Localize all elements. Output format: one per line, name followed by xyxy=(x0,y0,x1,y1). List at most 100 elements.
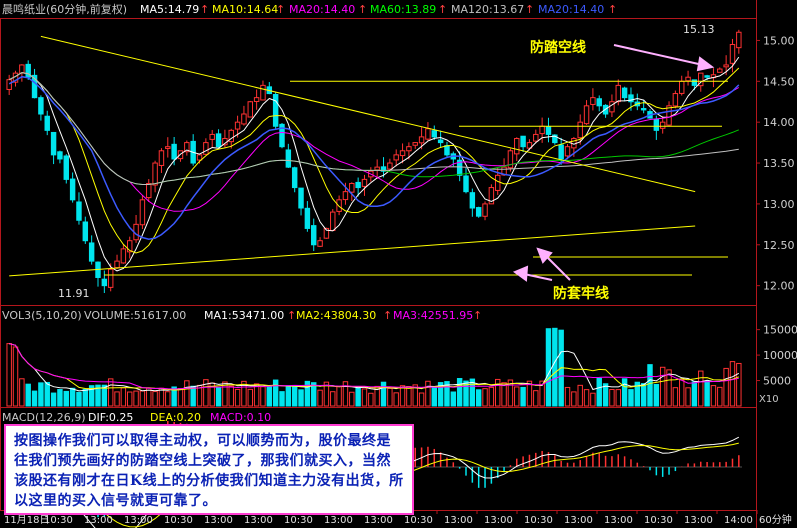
volume-bar xyxy=(95,384,101,407)
vol-volume: VOLUME:51617.00 xyxy=(84,309,186,322)
price-tick-label: 12.50 xyxy=(763,239,795,252)
candle-body xyxy=(723,64,729,68)
volume-bar xyxy=(679,379,685,407)
candle-body xyxy=(101,278,108,287)
vol-ma3: MA3:42551.95 xyxy=(393,309,473,322)
volume-bar xyxy=(672,387,679,407)
volume-bar xyxy=(533,390,539,407)
volume-bar xyxy=(291,386,298,407)
price-tick-label: 14.50 xyxy=(763,75,795,88)
volume-bar xyxy=(571,391,577,407)
candle-body xyxy=(285,149,292,168)
time-tick-label: 10:30 xyxy=(524,515,553,526)
candle-body xyxy=(165,146,171,149)
candle-body xyxy=(628,94,634,103)
volume-bar xyxy=(425,380,431,407)
volume-bar xyxy=(469,378,476,407)
volume-bar xyxy=(704,380,710,407)
candle-body xyxy=(209,133,215,140)
candle-body xyxy=(82,221,89,242)
volume-bar xyxy=(215,387,222,407)
svg-text:↑: ↑ xyxy=(358,3,367,16)
svg-text:↑: ↑ xyxy=(287,309,296,322)
volume-bar xyxy=(76,391,82,407)
volume-bar xyxy=(495,378,501,407)
volume-bar xyxy=(653,383,660,407)
candle-body xyxy=(63,155,69,180)
volume-bar xyxy=(545,328,552,407)
candle-body xyxy=(640,108,647,111)
volume-bar xyxy=(399,385,406,407)
support-label: 防套牢线 xyxy=(553,285,609,302)
svg-text:↑: ↑ xyxy=(608,3,617,16)
volume-bar xyxy=(640,383,647,407)
candle-body xyxy=(158,150,165,166)
volume-bar xyxy=(698,370,704,407)
header-arrows: ↑ ↑ ↑ ↑ ↑ ↑ xyxy=(200,3,617,16)
candle-body xyxy=(691,79,698,86)
volume-bar xyxy=(552,327,558,407)
candle-body xyxy=(698,72,704,87)
candle-body xyxy=(298,187,304,209)
volume-bar xyxy=(526,380,533,407)
volume-bar xyxy=(615,389,621,407)
candle-body xyxy=(717,68,723,73)
volume-bar xyxy=(634,381,641,407)
volume-tick-label: 10000 xyxy=(763,349,797,362)
candle-body xyxy=(615,84,621,103)
volume-bar xyxy=(628,389,634,407)
time-tick-label: 13:00 xyxy=(604,515,633,526)
volume-bar xyxy=(418,392,425,407)
svg-text:↑: ↑ xyxy=(473,309,482,322)
ma10-label: MA10:14.64 xyxy=(212,3,278,16)
candle-body xyxy=(406,146,412,152)
ma5-line xyxy=(8,56,740,272)
volume-bar xyxy=(25,383,31,407)
candle-body xyxy=(355,181,361,189)
ma120-line xyxy=(8,72,739,185)
volume-bar xyxy=(666,369,672,407)
volume-bar xyxy=(507,379,514,407)
volume-bar xyxy=(685,387,691,407)
candle-body xyxy=(88,242,95,262)
high-price-label: 15.13 xyxy=(683,23,715,36)
candle-body xyxy=(577,121,583,139)
candle-body xyxy=(482,203,488,217)
candle-body xyxy=(234,121,241,130)
ma20-blue-line xyxy=(8,75,740,240)
volume-bar xyxy=(488,386,495,407)
candle-body xyxy=(323,227,330,239)
volume-bar xyxy=(69,387,76,407)
volume-bar xyxy=(50,392,57,407)
volume-bar xyxy=(336,385,342,407)
volume-bar xyxy=(437,382,444,407)
candle-body xyxy=(736,31,742,49)
volume-bar xyxy=(475,389,482,407)
commentary-note: 按图操作我们可以取得主动权，可以顺势而为，股价最终是往我们预先画好的防踏空线上突… xyxy=(4,424,414,515)
candle-body xyxy=(526,142,533,149)
volume-bar xyxy=(647,364,653,407)
candle-body xyxy=(279,123,285,148)
volume-bar xyxy=(596,377,602,407)
volume-bar xyxy=(260,386,266,407)
time-tick-label: 13:00 xyxy=(124,515,153,526)
candle-body xyxy=(171,143,177,160)
volume-bar xyxy=(12,346,19,407)
ma20-label: MA20:14.40 xyxy=(289,3,355,16)
volume-bar xyxy=(393,392,399,407)
low-price-label: 11.91 xyxy=(58,287,90,300)
ma60-label: MA60:13.89 xyxy=(370,3,436,16)
candle-body xyxy=(679,80,685,94)
volume-bar xyxy=(152,391,158,407)
volume-ma-line xyxy=(9,343,739,391)
volume-bar xyxy=(6,343,12,407)
volume-bar xyxy=(710,385,717,407)
volume-ma-line xyxy=(9,343,739,390)
candle-body xyxy=(412,142,418,146)
volume-bar xyxy=(19,378,25,407)
volume-bar xyxy=(114,391,120,407)
axis-ticks: 12.00 12.50 13.00 13.50 14.00 14.50 15.00 5000 1… xyxy=(4,34,797,526)
candle-body xyxy=(590,97,596,105)
candle-body xyxy=(488,187,495,205)
time-tick-label: 13:00 xyxy=(444,515,473,526)
